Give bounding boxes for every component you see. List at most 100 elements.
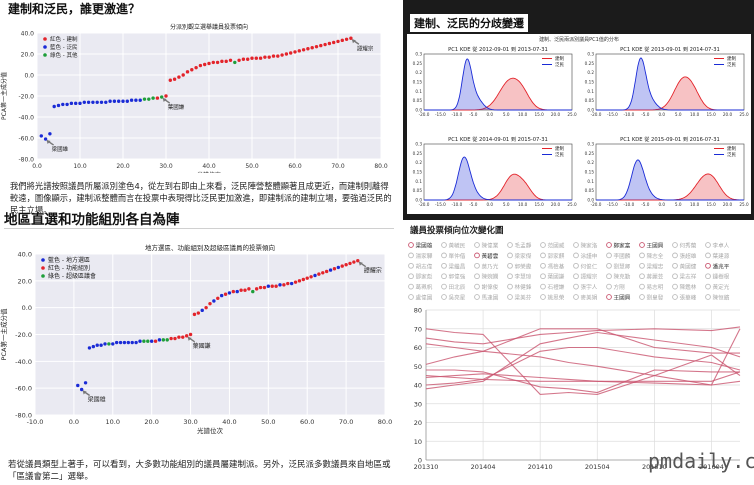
rank-x-tick: 201404 bbox=[471, 463, 496, 471]
y-tick-label: 0.0 bbox=[24, 73, 34, 80]
data-point bbox=[111, 342, 115, 346]
data-point bbox=[263, 55, 267, 59]
kde-panel-title: PC1 KDE 從 2013-09-01 到 2014-07-31 bbox=[620, 45, 720, 53]
member-name: 張超雄 bbox=[680, 252, 697, 260]
member-name: 何俊仁 bbox=[581, 262, 598, 270]
member-name: 王國興 bbox=[614, 294, 631, 302]
data-point bbox=[39, 134, 43, 138]
data-point bbox=[286, 281, 290, 286]
member-name: 郭榮鏗 bbox=[515, 262, 532, 270]
data-point bbox=[185, 70, 190, 74]
y-tick-label: 0.0 bbox=[22, 304, 32, 312]
member-toggle bbox=[573, 273, 579, 280]
kde-legend-label: 建制 bbox=[555, 55, 564, 62]
rank-line bbox=[425, 328, 741, 386]
member-name: 潘兆平 bbox=[713, 262, 730, 270]
rank-x-tick: 201310 bbox=[414, 463, 439, 471]
member-toggle bbox=[540, 273, 546, 280]
kde-x-tick: 15.0 bbox=[534, 112, 544, 117]
divider bbox=[4, 228, 394, 229]
kde-x-tick: 10.0 bbox=[690, 202, 700, 207]
data-point bbox=[165, 338, 169, 342]
rank-y-tick: 30 bbox=[414, 400, 422, 408]
kde-legend-label: 建制 bbox=[555, 145, 564, 152]
rank-chart: 梁國雄 黃毓民 陳偉業 毛孟靜 范國威 陳家洛 鄭家富 王國興 何秀蘭 李卓人湯家驊 單仲偕 黃碧雲梁… bbox=[408, 242, 741, 471]
data-point bbox=[266, 284, 271, 288]
data-point bbox=[126, 340, 131, 345]
member-toggle-selected bbox=[606, 294, 612, 300]
data-point bbox=[280, 53, 284, 57]
data-point bbox=[61, 102, 65, 107]
annotation-label: 譚耀宗 bbox=[364, 267, 382, 275]
data-point bbox=[216, 296, 220, 300]
annotation-arrowhead bbox=[358, 261, 363, 266]
kde-panel-title: PC1 KDE 從 2015-09-01 到 2016-07-31 bbox=[620, 135, 720, 143]
kde-panel: PC1 KDE 從 2013-09-01 到 2014-07-310.00.05… bbox=[585, 45, 749, 117]
member-toggle bbox=[573, 283, 579, 290]
data-point bbox=[313, 273, 317, 278]
member-name: 梁家傑 bbox=[515, 252, 532, 260]
kde-panel-title: PC1 KDE 從 2014-09-01 到 2015-07-31 bbox=[448, 135, 548, 143]
data-point bbox=[203, 62, 207, 67]
data-point bbox=[65, 102, 69, 107]
data-point bbox=[134, 98, 138, 102]
data-point bbox=[274, 284, 278, 288]
data-point bbox=[160, 95, 164, 99]
kde-y-tick: 0.05 bbox=[413, 188, 423, 193]
rank-line bbox=[425, 326, 741, 345]
member-name: 涂謹申 bbox=[581, 252, 598, 260]
kde-x-tick: 20.0 bbox=[723, 202, 733, 207]
member-name: 蔣麗芸 bbox=[647, 273, 664, 281]
scatter-chart-constituency: -80.0 -60.0 -40.0 -20.0 0.0 20.0 40.0 -10.0 0.0 1… bbox=[0, 243, 392, 435]
data-point bbox=[219, 293, 224, 298]
data-point bbox=[349, 36, 353, 40]
kde-line bbox=[596, 159, 744, 201]
legend-label: 紅色 - 建制 bbox=[50, 35, 78, 43]
member-name: 麥美娟 bbox=[581, 294, 598, 302]
data-point bbox=[289, 51, 293, 55]
member-name: 梁繼昌 bbox=[449, 262, 466, 270]
kde-x-tick: 25.0 bbox=[567, 112, 577, 117]
kde-plot-area bbox=[595, 53, 745, 111]
kde-x-tick: -15.0 bbox=[435, 202, 446, 207]
legend-marker bbox=[41, 274, 45, 278]
kde-y-tick: 0.3 bbox=[415, 52, 422, 57]
x-tick-label: 10.0 bbox=[106, 418, 120, 426]
member-toggle bbox=[639, 273, 645, 280]
member-name: 吳亮星 bbox=[449, 294, 466, 302]
kde-y-tick: 0.25 bbox=[413, 151, 423, 156]
x-tick-label: 30.0 bbox=[183, 418, 197, 426]
member-name: 林健鋒 bbox=[515, 283, 532, 291]
kde-x-tick: -10.0 bbox=[623, 202, 634, 207]
section-heading-q1: 建制和泛民，誰更激進？ bbox=[8, 2, 141, 16]
data-point bbox=[297, 279, 302, 283]
member-toggle bbox=[672, 252, 678, 259]
member-toggle bbox=[474, 262, 480, 269]
data-point bbox=[207, 61, 211, 66]
section-heading-q4: 議員投票傾向位次變化圖 bbox=[410, 226, 504, 236]
legend-marker bbox=[43, 45, 47, 49]
data-point bbox=[161, 338, 166, 342]
data-point bbox=[282, 283, 286, 287]
data-point bbox=[208, 301, 212, 306]
member-toggle bbox=[441, 252, 447, 259]
data-point bbox=[48, 132, 52, 136]
rank-line bbox=[425, 371, 741, 382]
data-point bbox=[138, 98, 142, 102]
member-name: 李慧琼 bbox=[515, 273, 532, 281]
kde-title: 建制、泛民兩派別議員PC1值的分布 bbox=[539, 36, 619, 43]
y-tick-label: 20.0 bbox=[18, 277, 32, 285]
member-toggle bbox=[474, 273, 480, 280]
section-heading-q2: 建制、泛民的分歧變遷 bbox=[410, 14, 528, 32]
member-toggle bbox=[573, 242, 579, 248]
member-toggle bbox=[441, 242, 447, 248]
rank-x-tick: 201510 bbox=[642, 463, 667, 471]
member-toggle bbox=[408, 262, 414, 269]
chart-title: 分派別觀立選舉議員投票傾向 bbox=[170, 23, 248, 31]
annotation-arrowhead bbox=[46, 140, 51, 145]
kde-y-tick: 0.3 bbox=[415, 142, 422, 147]
member-toggle bbox=[705, 273, 711, 280]
member-toggle bbox=[705, 283, 711, 290]
y-tick-label: -60.0 bbox=[18, 136, 34, 143]
data-point bbox=[356, 259, 360, 263]
